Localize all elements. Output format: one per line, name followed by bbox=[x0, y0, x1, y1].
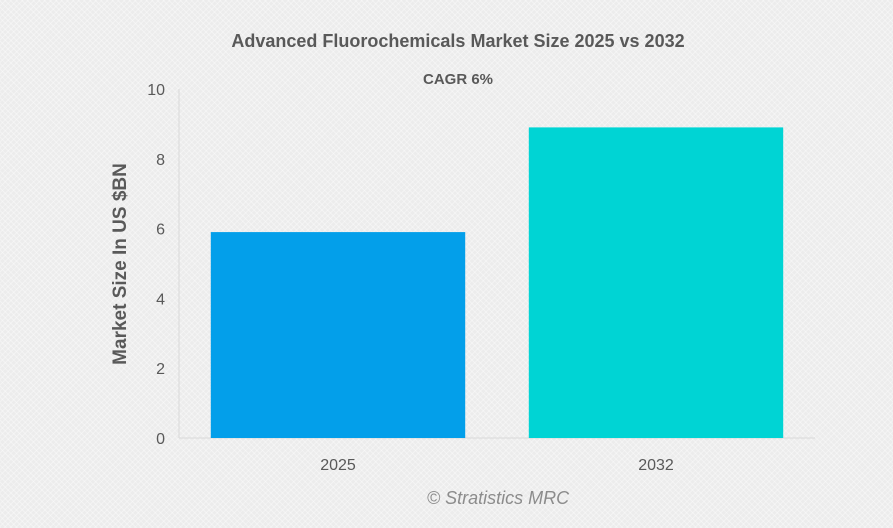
chart-title: Advanced Fluorochemicals Market Size 202… bbox=[231, 31, 684, 51]
bar-2025 bbox=[210, 232, 466, 438]
bar-2032 bbox=[528, 127, 784, 438]
bar-group bbox=[210, 127, 784, 438]
x-tick-label: 2032 bbox=[638, 457, 674, 474]
y-axis-label: Market Size In US $BN bbox=[110, 163, 131, 365]
y-tick-label: 0 bbox=[156, 431, 165, 448]
chart-subtitle: CAGR 6% bbox=[423, 71, 493, 88]
credit-text: © Stratistics MRC bbox=[427, 488, 570, 508]
y-tick-label: 2 bbox=[156, 361, 165, 378]
y-tick-label: 8 bbox=[156, 152, 165, 169]
y-tick-label: 4 bbox=[156, 291, 165, 308]
y-tick-label: 6 bbox=[156, 222, 165, 239]
y-tick-label: 10 bbox=[147, 82, 165, 99]
x-tick-label: 2025 bbox=[320, 457, 356, 474]
